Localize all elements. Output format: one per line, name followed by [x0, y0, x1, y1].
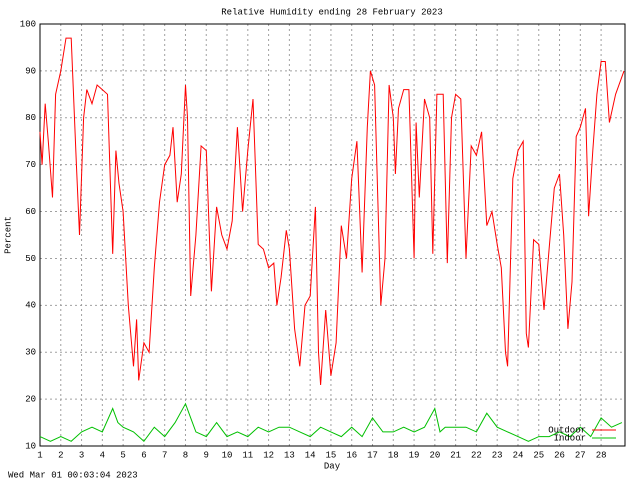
- x-tick-label: 28: [596, 450, 607, 460]
- x-tick-label: 1: [37, 450, 42, 460]
- footer: Wed Mar 01 00:03:04 2023: [8, 470, 138, 480]
- x-axis-label: Day: [324, 461, 341, 471]
- x-tick-label: 17: [367, 450, 378, 460]
- y-tick-label: 50: [25, 254, 36, 264]
- x-tick-label: 22: [471, 450, 482, 460]
- x-tick-label: 23: [492, 450, 503, 460]
- x-tick-label: 26: [554, 450, 565, 460]
- x-tick-label: 19: [409, 450, 420, 460]
- x-tick-label: 11: [242, 450, 253, 460]
- data-line: [39, 402, 623, 443]
- y-tick-label: 40: [25, 301, 36, 311]
- y-axis-label: Percent: [3, 216, 13, 254]
- y-tick-label: 80: [25, 113, 36, 123]
- x-tick-label: 20: [429, 450, 440, 460]
- x-tick-label: 14: [305, 450, 316, 460]
- y-tick-label: 60: [25, 207, 36, 217]
- chart-title: Relative Humidity ending 28 February 202…: [221, 7, 442, 17]
- legend-label: Indoor: [554, 433, 586, 443]
- x-tick-label: 27: [575, 450, 586, 460]
- x-tick-label: 4: [100, 450, 105, 460]
- data-line: [39, 37, 625, 386]
- x-tick-label: 8: [183, 450, 188, 460]
- x-tick-label: 21: [450, 450, 461, 460]
- x-tick-label: 18: [388, 450, 399, 460]
- x-tick-label: 9: [204, 450, 209, 460]
- plot-frame: [39, 23, 626, 447]
- x-tick-label: 10: [222, 450, 233, 460]
- y-tick-label: 70: [25, 160, 36, 170]
- x-tick-label: 16: [346, 450, 357, 460]
- x-tick-label: 25: [533, 450, 544, 460]
- y-tick-label: 30: [25, 348, 36, 358]
- x-tick-label: 3: [79, 450, 84, 460]
- x-tick-label: 5: [120, 450, 125, 460]
- y-tick-label: 20: [25, 394, 36, 404]
- x-tick-label: 15: [326, 450, 337, 460]
- x-tick-label: 7: [162, 450, 167, 460]
- y-tick-label: 10: [25, 441, 36, 451]
- legend-label: Outdoor: [548, 425, 586, 435]
- x-tick-label: 13: [284, 450, 295, 460]
- x-tick-label: 12: [263, 450, 274, 460]
- x-tick-label: 24: [513, 450, 524, 460]
- y-tick-label: 90: [25, 66, 36, 76]
- y-tick-label: 100: [20, 19, 36, 29]
- x-tick-label: 2: [58, 450, 63, 460]
- x-tick-label: 6: [141, 450, 146, 460]
